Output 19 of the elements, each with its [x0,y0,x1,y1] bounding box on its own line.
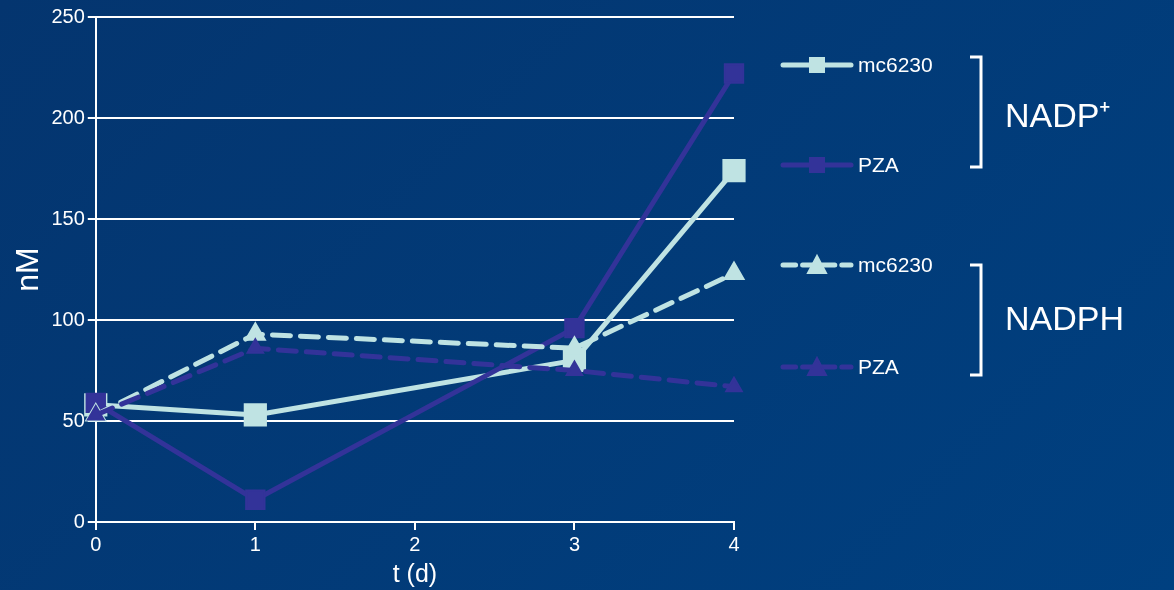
x-tick-label: 4 [728,532,740,555]
x-tick-label: 2 [409,532,421,555]
y-tick-label: 150 [51,206,85,229]
text: NADPH [1005,299,1125,338]
y-tick-label: 250 [51,4,85,27]
y-tick-label: 50 [62,408,85,431]
y-tick-label: 0 [73,509,85,532]
x-tick-label: 0 [90,532,102,555]
legend-label: PZA [858,153,899,177]
x-tick-label: 1 [249,532,261,555]
x-axis-title: t (d) [392,558,438,587]
legend-label: mc6230 [858,253,933,277]
legend-label: PZA [858,355,899,379]
x-tick-label: 3 [568,532,580,555]
legend-label: mc6230 [858,53,933,77]
y-tick-label: 200 [51,105,85,128]
y-tick-label: 100 [51,307,85,330]
text: NADP⁺ [1005,95,1111,136]
y-axis-title: nM [9,247,46,292]
